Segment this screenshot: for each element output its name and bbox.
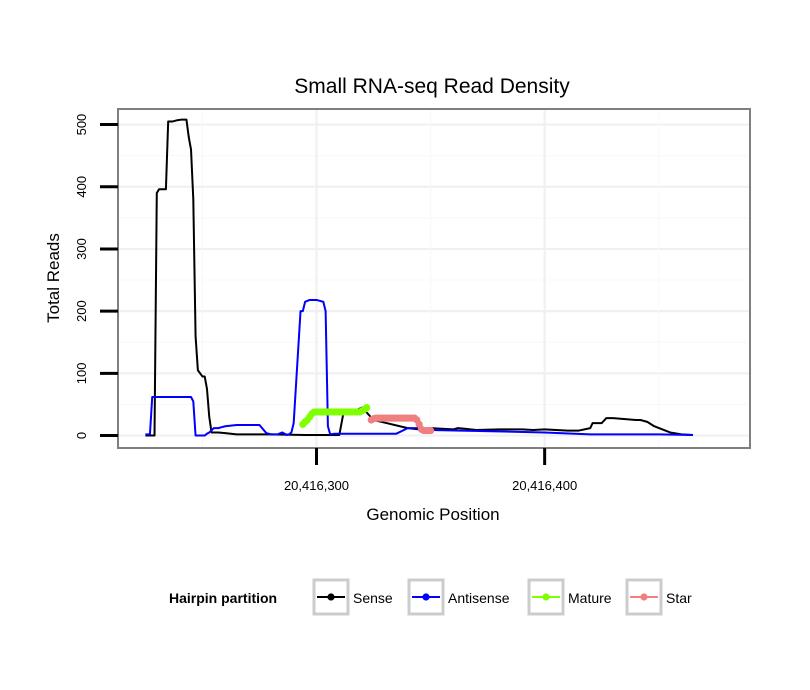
chart-title: Small RNA-seq Read Density — [294, 75, 570, 98]
legend-label-sense: Sense — [353, 590, 393, 606]
legend-label-mature: Mature — [568, 590, 612, 606]
legend-title: Hairpin partition — [169, 590, 277, 606]
series-line-sense — [145, 118, 694, 437]
legend-point-antisense — [422, 593, 430, 601]
legend-label-antisense: Antisense — [448, 590, 510, 606]
y-tick-label: 200 — [74, 300, 89, 322]
point-mature — [363, 403, 371, 412]
y-tick-label: 100 — [74, 363, 89, 385]
axes: 0 100 200 300 400 500 20,416,300 20,416,400 — [74, 114, 577, 493]
y-tick-label: 300 — [74, 238, 89, 260]
legend-point-star — [640, 593, 648, 601]
y-tick-label: 0 — [74, 432, 89, 439]
plot-border — [117, 108, 751, 449]
y-tick-label: 400 — [74, 176, 89, 198]
x-axis-label: Genomic Position — [366, 505, 499, 524]
x-tick-label: 20,416,300 — [284, 478, 349, 493]
legend-label-star: Star — [666, 590, 692, 606]
plot-background — [118, 109, 750, 448]
y-tick-label: 500 — [74, 114, 89, 136]
legend: Hairpin partition Sense Antisense Mature St… — [169, 578, 692, 616]
series-line-antisense — [145, 298, 693, 437]
legend-point-sense — [327, 593, 335, 601]
grid — [118, 109, 750, 448]
y-axis-label: Total Reads — [44, 233, 63, 323]
series-layer — [145, 118, 694, 437]
legend-point-mature — [542, 593, 550, 601]
point-star — [426, 426, 435, 435]
x-tick-label: 20,416,400 — [512, 478, 577, 493]
